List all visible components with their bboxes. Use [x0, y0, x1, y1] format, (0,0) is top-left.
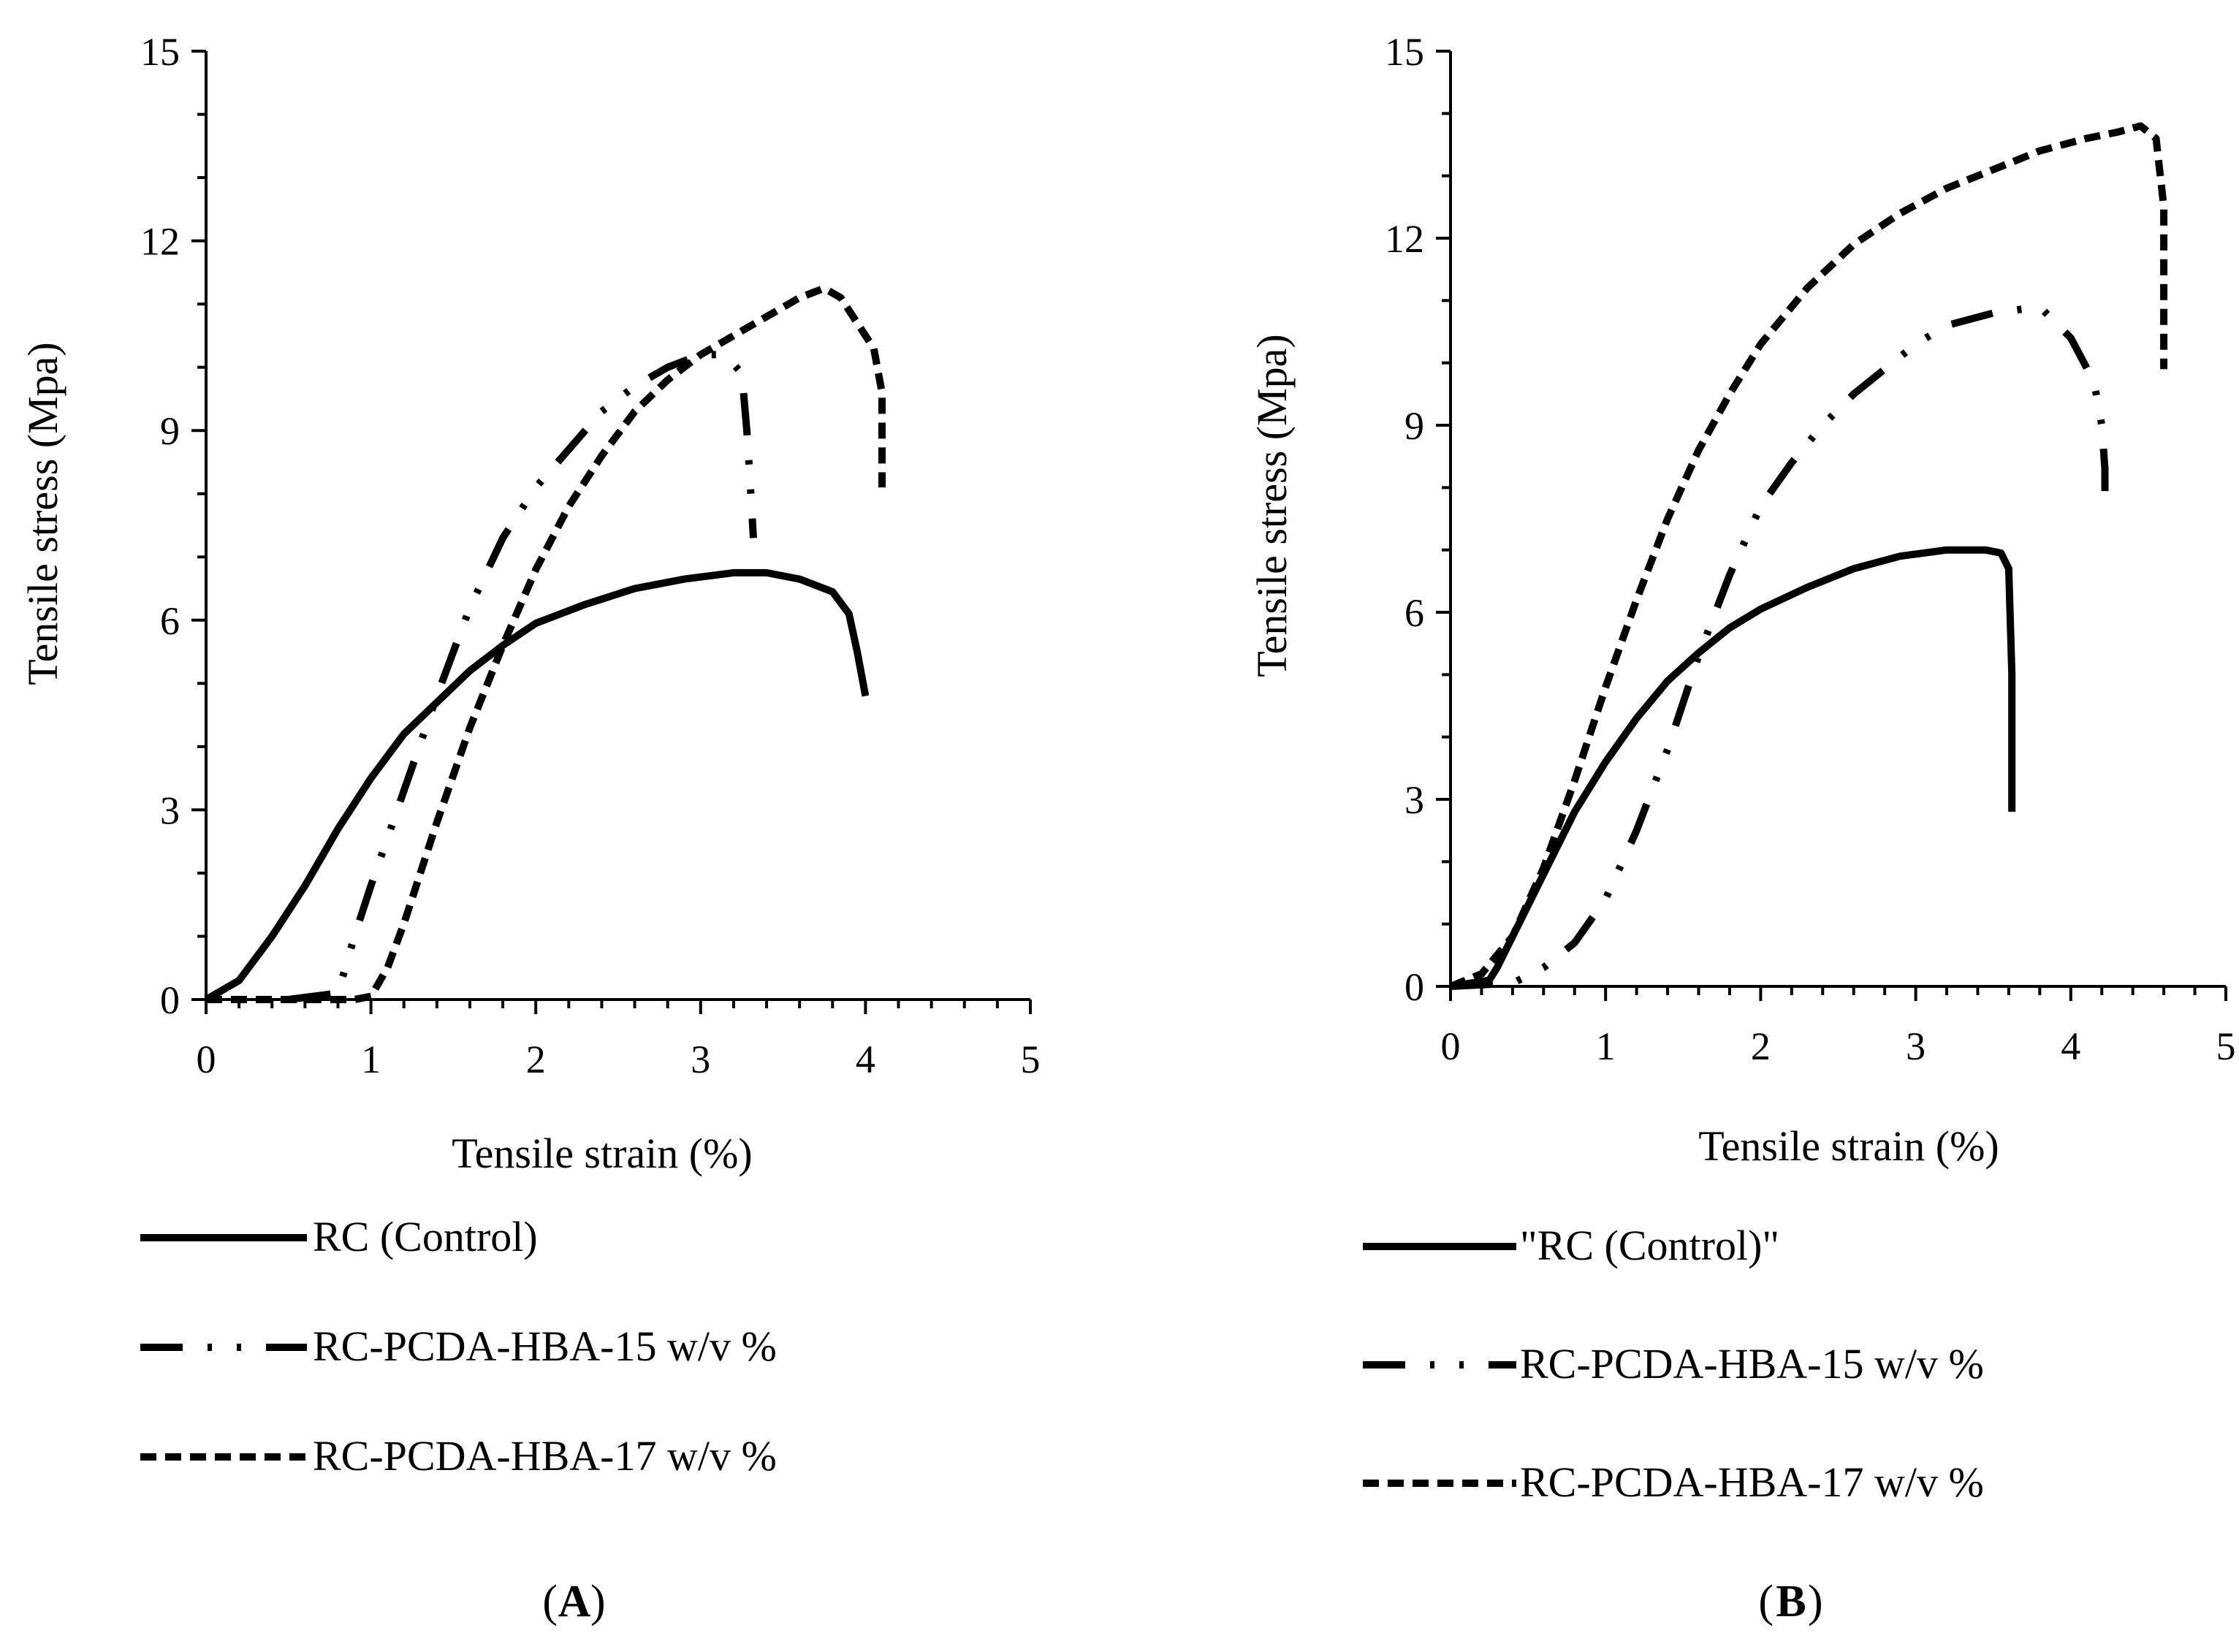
panel-b-caption-open-paren: (	[1758, 1577, 1774, 1626]
panel-b-legend-label-rc-control: "RC (Control)"	[1520, 1222, 1779, 1269]
panel-b-y-tick-label: 3	[1404, 778, 1424, 822]
panel-b-x-tick-label: 1	[1596, 1024, 1616, 1068]
panel-b-series-rc-control	[1450, 546, 2016, 990]
panel-b-ylabel: Tensile stress (Mpa)	[1248, 334, 1296, 677]
panel-a-series-rc-pcda-hba-17-w-v	[206, 284, 886, 1003]
panel-b-y-tick-label: 12	[1385, 217, 1424, 261]
panel-a-x-tick-label: 3	[691, 1038, 710, 1081]
panel-a-y-tick-label: 3	[160, 788, 180, 832]
panel-b-x-tick-label: 0	[1441, 1024, 1461, 1068]
panel-a-caption-letter: A	[558, 1577, 591, 1626]
panel-b-xlabel: Tensile strain (%)	[1698, 1122, 1999, 1170]
panel-b-caption-letter: B	[1776, 1577, 1806, 1626]
panel-a-caption: ( A )	[542, 1577, 605, 1626]
panel-b-legend-label-rc-17: RC-PCDA-HBA-17 w/v %	[1520, 1458, 1984, 1506]
panel-a-series-rc-control	[204, 568, 870, 1003]
panel-b-chart: Tensile stress (Mpa) Tensile strain (%) …	[1248, 30, 2236, 1626]
panel-b-y-tick-label: 9	[1404, 404, 1424, 448]
panel-a-caption-open-paren: (	[542, 1577, 558, 1626]
panel-b-x-tick-label: 3	[1906, 1024, 1926, 1068]
panel-a-y-tick-label: 0	[160, 978, 180, 1022]
panel-a-y-tick-label: 9	[160, 409, 180, 453]
panel-a-xlabel: Tensile strain (%)	[452, 1130, 752, 1177]
panel-b-x-tick-label: 5	[2216, 1024, 2236, 1068]
panel-b-legend: "RC (Control)" RC-PCDA-HBA-15 w/v % RC-P…	[1363, 1222, 1984, 1506]
panel-a-y-tick-label: 12	[140, 220, 180, 264]
panel-b-x-tick-label: 4	[2061, 1024, 2080, 1068]
panel-b-y-tick-label: 0	[1404, 965, 1424, 1009]
panel-a-y-tick-label: 6	[160, 599, 180, 643]
panel-a-legend-label-rc-17: RC-PCDA-HBA-17 w/v %	[313, 1432, 777, 1480]
panel-a-ylabel: Tensile stress (Mpa)	[19, 342, 66, 685]
panel-a-legend: RC (Control) RC-PCDA-HBA-15 w/v % RC-PCD…	[140, 1213, 777, 1480]
panel-a-series-rc-pcda-hba-15-w-v	[288, 351, 757, 1003]
panel-b-x-tick-label: 2	[1751, 1024, 1771, 1068]
panel-a-series	[204, 284, 886, 1003]
panel-a-caption-close-paren: )	[590, 1577, 606, 1626]
panel-a-x-tick-label: 0	[197, 1038, 216, 1081]
panel-b-caption: ( B )	[1758, 1577, 1822, 1626]
panel-b-y-tick-label: 15	[1385, 30, 1424, 74]
panel-b-series-rc-pcda-hba-17-w-v	[1449, 122, 2168, 990]
panel-b-series	[1449, 122, 2168, 990]
panel-a-x-tick-label: 4	[856, 1038, 875, 1081]
panel-a-legend-label-rc-control: RC (Control)	[313, 1213, 538, 1260]
panel-b-legend-label-rc-15: RC-PCDA-HBA-15 w/v %	[1520, 1340, 1984, 1388]
panel-a-x-tick-label: 5	[1021, 1038, 1041, 1081]
panel-a-legend-label-rc-15: RC-PCDA-HBA-15 w/v %	[313, 1322, 777, 1370]
panel-a-x-tick-label: 2	[526, 1038, 546, 1081]
panel-a-chart: Tensile stress (Mpa) Tensile strain (%) …	[19, 30, 1041, 1626]
panel-b-y-tick-label: 6	[1404, 591, 1424, 635]
panel-a-y-tick-label: 15	[140, 30, 180, 74]
panel-b-caption-close-paren: )	[1808, 1577, 1823, 1626]
panel-a-x-tick-label: 1	[361, 1038, 381, 1081]
panel-b-series-rc-pcda-hba-15-w-v	[1450, 302, 2109, 990]
